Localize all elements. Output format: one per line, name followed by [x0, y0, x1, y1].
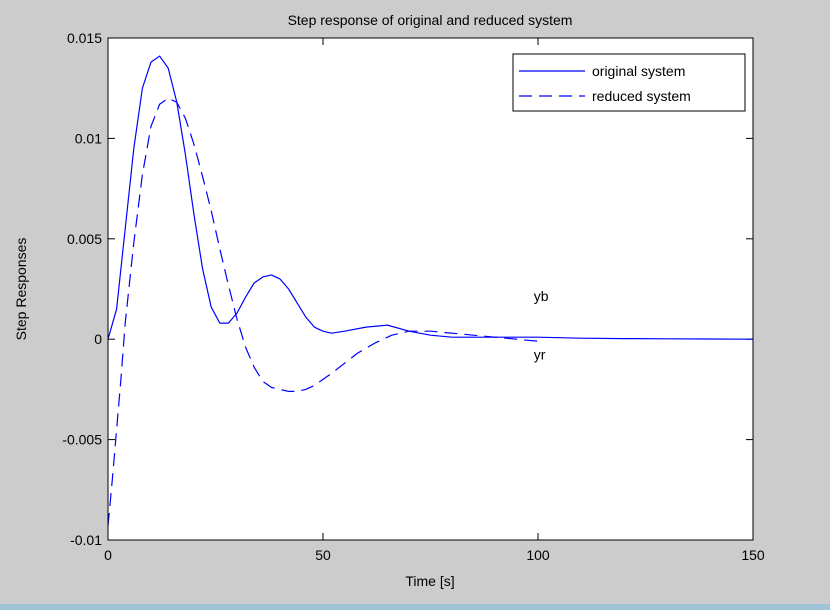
x-tick-label: 0 [104, 547, 112, 563]
window-bottom-border [0, 604, 830, 610]
y-tick-label: -0.01 [70, 532, 102, 548]
y-tick-label: 0 [94, 331, 102, 347]
x-tick-label: 100 [526, 547, 550, 563]
y-tick-label: 0.015 [67, 30, 102, 46]
series-group [107, 55, 754, 526]
chart-title: Step response of original and reduced sy… [288, 12, 573, 28]
y-tick-label: -0.005 [62, 432, 102, 448]
y-tick-label: 0.01 [75, 130, 102, 146]
series-line-original-system [107, 55, 754, 340]
x-axis-label: Time [s] [405, 573, 454, 589]
y-ticks: -0.01 -0.005 0 0.005 0.01 0.015 [62, 30, 753, 548]
legend-label: reduced system [592, 88, 691, 104]
axes-frame [107, 37, 754, 541]
y-axis-label: Step Responses [13, 238, 29, 341]
legend-label: original system [592, 63, 685, 79]
annotation-label: yb [534, 288, 549, 304]
x-tick-label: 150 [741, 547, 765, 563]
y-tick-label: 0.005 [67, 231, 102, 247]
series-line-reduced-system [107, 97, 539, 526]
axes-background [108, 38, 753, 540]
annotations: yb yr [534, 288, 549, 362]
x-tick-label: 50 [315, 547, 331, 563]
legend-box [512, 53, 746, 112]
annotation-label: yr [534, 346, 546, 362]
legend[interactable]: original system reduced system [512, 53, 746, 112]
